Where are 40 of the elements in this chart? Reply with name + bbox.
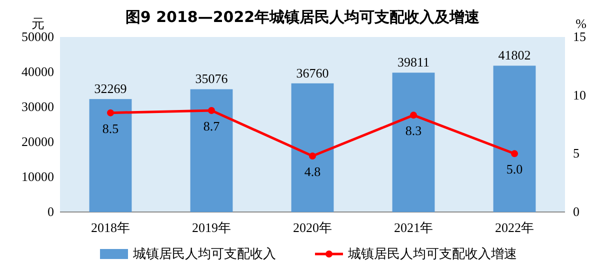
data-label: 8.5 — [102, 120, 119, 136]
y2-tick-label: 5 — [573, 146, 580, 161]
data-label: 41802 — [498, 48, 531, 63]
y2-tick-label: 10 — [573, 87, 586, 102]
bar — [392, 72, 435, 212]
y2-tick-label: 15 — [573, 29, 586, 44]
y2-axis-title: % — [576, 16, 587, 31]
y-tick-label: 40000 — [22, 64, 54, 79]
y-tick-label: 0 — [48, 204, 54, 219]
data-label: 4.8 — [304, 164, 321, 179]
point — [511, 150, 518, 158]
y-tick-label: 30000 — [22, 99, 54, 114]
legend-label: 城镇居民人均可支配收入增速 — [347, 247, 517, 262]
data-label: 8.7 — [203, 118, 220, 134]
x-tick-label: 2020年 — [293, 220, 332, 235]
bar — [493, 66, 536, 212]
x-tick-label: 2019年 — [192, 220, 231, 235]
y-tick-label: 10000 — [22, 169, 54, 184]
legend-label: 城镇居民人均可支配收入 — [132, 247, 276, 262]
bar — [190, 89, 233, 212]
x-tick-label: 2018年 — [91, 220, 130, 235]
x-tick-label: 2021年 — [394, 220, 433, 235]
data-label: 36760 — [296, 65, 329, 80]
bar — [89, 99, 132, 212]
y-tick-label: 20000 — [22, 134, 54, 149]
data-label: 8.3 — [405, 123, 422, 138]
chart-title: 图9 2018—2022年城镇居民人均可支配收入及增速 — [125, 8, 481, 26]
point — [208, 107, 215, 114]
data-label: 35076 — [195, 71, 228, 86]
data-label: 39811 — [397, 54, 430, 70]
data-label: 5.0 — [506, 162, 523, 177]
point — [309, 152, 316, 160]
point — [410, 112, 417, 119]
bar — [291, 83, 334, 212]
point — [107, 109, 114, 116]
y2-tick-label: 0 — [573, 204, 580, 219]
y-axis-title: 元 — [32, 16, 44, 31]
y-tick-label: 50000 — [22, 29, 54, 44]
x-tick-label: 2022年 — [495, 220, 534, 235]
data-label: 32269 — [94, 81, 127, 96]
